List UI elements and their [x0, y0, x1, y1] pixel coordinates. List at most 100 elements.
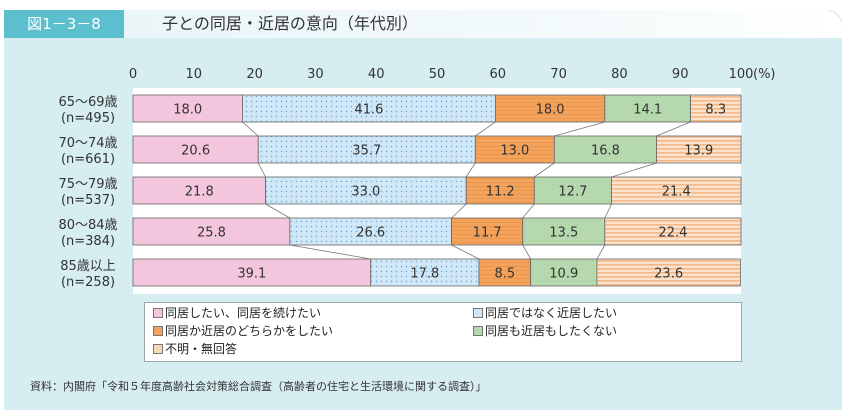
data-label: 21.4: [662, 185, 691, 200]
connector-line: [451, 244, 480, 260]
bar-segment: [132, 135, 259, 164]
x-unit-label: (%): [753, 67, 776, 82]
data-label: 18.0: [173, 103, 202, 118]
x-tick-label: 90: [672, 67, 689, 82]
connector-line: [475, 121, 496, 137]
legend-swatch-1: [153, 308, 163, 318]
legend-item-3: 同居か近居のどちらかをしたい: [153, 323, 333, 339]
data-label: 23.6: [654, 267, 683, 282]
category-label: 65～69歳: [58, 95, 117, 110]
legend-item-5: 不明・無回答: [153, 341, 237, 357]
bar-segment: [611, 176, 742, 205]
data-label: 10.9: [549, 267, 578, 282]
bar-segment: [242, 94, 496, 123]
connector-line: [534, 162, 555, 178]
data-label: 13.9: [684, 144, 713, 159]
x-tick-label: 80: [611, 67, 628, 82]
bar-segment: [533, 176, 612, 205]
legend-item-1: 同居したい、同居を続けたい: [153, 305, 321, 321]
data-label: 20.6: [181, 144, 210, 159]
bar-segment: [553, 135, 657, 164]
connector-line: [465, 162, 476, 178]
category-label: 85歳以上: [60, 259, 116, 274]
data-label: 21.8: [185, 185, 214, 200]
legend-swatch-4: [473, 326, 483, 336]
connector-line: [522, 244, 531, 260]
data-label: 39.1: [237, 267, 266, 282]
bar-segment: [132, 258, 372, 287]
legend-label-3: 同居か近居のどちらかをしたい: [165, 324, 334, 338]
data-label: 25.8: [197, 226, 226, 241]
bar-segment: [474, 135, 555, 164]
connector-line: [656, 121, 691, 137]
bar-segment: [522, 217, 606, 246]
data-label: 16.8: [591, 144, 620, 159]
data-label: 8.3: [705, 103, 726, 118]
data-label: 11.2: [486, 185, 515, 200]
data-label: 12.7: [558, 185, 587, 200]
header-band: [4, 10, 842, 38]
x-tick-label: 100: [729, 67, 754, 82]
data-label: 35.7: [352, 144, 381, 159]
connector-line: [289, 244, 371, 260]
x-tick-label: 0: [129, 67, 137, 82]
x-tick-label: 50: [429, 67, 446, 82]
data-label: 22.4: [658, 226, 687, 241]
bar-segment: [132, 94, 243, 123]
data-label: 33.0: [351, 185, 380, 200]
figure-number: 図1－3－8: [4, 10, 124, 38]
category-n-label: (n=258): [61, 275, 115, 290]
legend-swatch-2: [473, 308, 483, 318]
bar-segment: [604, 217, 742, 246]
data-label: 17.8: [410, 267, 439, 282]
bar-segment: [257, 135, 476, 164]
data-label: 13.5: [549, 226, 578, 241]
legend-label-4: 同居も近居もしたくない: [485, 324, 618, 338]
connector-line: [257, 162, 266, 178]
bar-segment: [132, 217, 291, 246]
category-label: 70～74歳: [58, 136, 117, 151]
bar-segment: [494, 94, 606, 123]
bar-segment: [451, 217, 524, 246]
data-label: 14.1: [633, 103, 662, 118]
x-tick-label: 60: [490, 67, 507, 82]
x-tick-label: 20: [246, 67, 263, 82]
data-label: 41.6: [354, 103, 383, 118]
data-label: 18.0: [536, 103, 565, 118]
x-tick-label: 70: [550, 67, 567, 82]
category-label: 80～84歳: [58, 218, 117, 233]
category-n-label: (n=661): [61, 152, 115, 167]
x-tick-label: 10: [186, 67, 203, 82]
connector-line: [554, 121, 605, 137]
connector-line: [596, 244, 606, 260]
legend-swatch-3: [153, 326, 163, 336]
legend: 同居したい、同居を続けたい 同居ではなく近居したい 同居か近居のどちらかをしたい…: [144, 302, 742, 362]
bar-segment: [690, 94, 742, 123]
connector-line: [611, 162, 657, 178]
data-label: 11.7: [473, 226, 502, 241]
x-tick-label: 40: [368, 67, 385, 82]
category-n-label: (n=495): [61, 111, 115, 126]
legend-label-5: 不明・無回答: [165, 342, 238, 356]
legend-item-2: 同居ではなく近居したい: [473, 305, 617, 321]
category-n-label: (n=537): [61, 193, 115, 208]
connector-line: [451, 203, 467, 219]
bar-segment: [596, 258, 741, 287]
data-label: 26.6: [356, 226, 385, 241]
legend-label-1: 同居したい、同居を続けたい: [165, 306, 322, 320]
bar-segment: [265, 176, 467, 205]
legend-label-2: 同居ではなく近居したい: [485, 306, 618, 320]
bar-segment: [132, 176, 266, 205]
category-n-label: (n=384): [61, 234, 115, 249]
x-tick-label: 30: [307, 67, 324, 82]
bar-segment: [656, 135, 742, 164]
connector-line: [604, 203, 612, 219]
legend-item-4: 同居も近居もしたくない: [473, 323, 617, 339]
bar-segment: [604, 94, 691, 123]
connector-line: [522, 203, 535, 219]
bar-segment: [289, 217, 452, 246]
bar-segment: [478, 258, 532, 287]
connector-line: [265, 203, 291, 219]
bar-segment: [370, 258, 480, 287]
